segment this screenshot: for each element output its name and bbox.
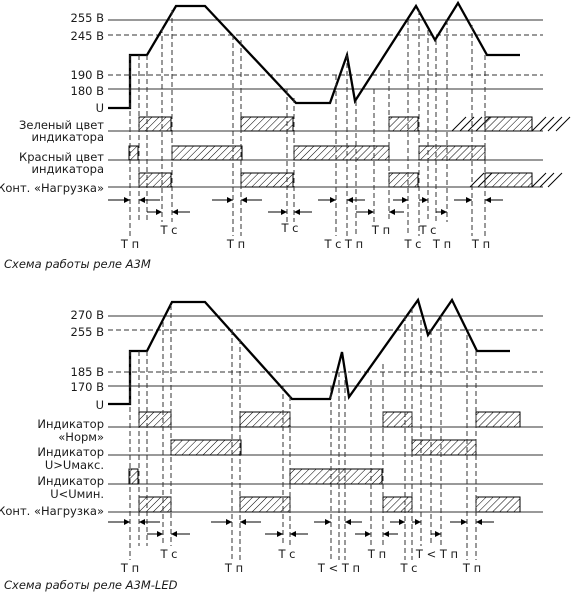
time-label: Т с <box>277 547 295 561</box>
time-label: Т п <box>471 237 490 251</box>
voltage-waveform <box>108 0 520 110</box>
row-label-over-2: U>Uмакс. <box>45 458 104 472</box>
time-label: Т с <box>403 237 421 251</box>
caption-a3m: Схема работы реле А3М <box>4 257 151 271</box>
under-pulse <box>128 468 139 485</box>
time-label: Т с <box>280 221 298 235</box>
row-label-red-2: индикатора <box>32 162 105 176</box>
time-label: Т п <box>226 237 245 251</box>
time-label: Т < Т п <box>317 561 360 575</box>
row-label-load: Конт. «Нагрузка» <box>0 504 104 518</box>
over-pulse <box>411 439 477 456</box>
row-label-norm-2: «Норм» <box>58 430 104 444</box>
green-pulse <box>484 116 533 132</box>
time-label: Т < Т п <box>415 547 458 561</box>
voltage-label-270: 270 В <box>71 308 105 322</box>
norm-pulse <box>138 411 172 428</box>
diagram-a3m-led: 270 В 255 В 185 В 170 В U Индикатор «Нор… <box>0 297 543 592</box>
row-label-green-1: Зеленый цвет <box>19 118 104 132</box>
time-label: Т с <box>323 237 341 251</box>
load-pulse <box>484 172 533 188</box>
row-label-over-1: Индикатор <box>37 445 104 459</box>
red-pulse <box>418 145 486 161</box>
row-label-red-1: Красный цвет <box>19 150 104 164</box>
time-label: Т с <box>159 223 177 237</box>
u-label: U <box>96 101 104 115</box>
time-label: Т п <box>224 561 243 575</box>
time-label: Т п <box>344 237 363 251</box>
load-pulse <box>388 172 419 188</box>
time-label: Т с <box>399 561 417 575</box>
norm-pulse <box>382 411 413 428</box>
load-pulse <box>475 496 521 513</box>
u-label: U <box>96 398 104 412</box>
row-label-green-2: индикатора <box>32 130 105 144</box>
voltage-label-255: 255 В <box>71 325 105 339</box>
green-pulse <box>240 116 294 132</box>
voltage-label-185: 185 В <box>71 365 105 379</box>
time-markers <box>129 305 477 560</box>
time-label: Т п <box>371 223 390 237</box>
interval-arrows <box>108 197 503 215</box>
time-label: Т п <box>367 547 386 561</box>
green-pulse <box>138 116 172 132</box>
time-markers <box>129 10 486 236</box>
voltage-waveform <box>108 297 510 406</box>
time-label: Т с <box>159 547 177 561</box>
norm-pulse <box>475 411 521 428</box>
diagram-a3m: 255 В 245 В 190 В 180 В U Зеленый цвет и… <box>0 0 571 271</box>
row-label-under-2: U<Uмин. <box>50 487 104 501</box>
time-label: Т с <box>418 223 436 237</box>
voltage-label-180: 180 В <box>71 84 105 98</box>
over-pulse <box>170 439 242 456</box>
time-label: Т п <box>120 561 139 575</box>
time-label: Т п <box>462 561 481 575</box>
voltage-label-245: 245 В <box>71 29 105 43</box>
green-pulse <box>388 116 419 132</box>
red-pulse <box>128 145 139 161</box>
voltage-label-170: 170 В <box>71 380 105 394</box>
under-pulse <box>289 468 383 485</box>
load-pulse <box>138 172 172 188</box>
red-pulse <box>293 145 390 161</box>
load-pulse <box>240 172 294 188</box>
interval-arrows <box>108 519 494 537</box>
time-label: Т п <box>120 237 139 251</box>
hatch-region <box>451 116 571 188</box>
voltage-label-190: 190 В <box>71 68 105 82</box>
caption-a3m-led: Схема работы реле А3М-LED <box>4 578 178 592</box>
load-pulse <box>138 496 172 513</box>
time-label: Т п <box>432 237 451 251</box>
red-pulse <box>171 145 243 161</box>
voltage-label-255: 255 В <box>71 11 105 25</box>
load-pulse <box>382 496 413 513</box>
row-label-under-1: Индикатор <box>37 474 104 488</box>
row-label-load: Конт. «Нагрузка» <box>0 181 104 195</box>
row-label-norm-1: Индикатор <box>37 417 104 431</box>
